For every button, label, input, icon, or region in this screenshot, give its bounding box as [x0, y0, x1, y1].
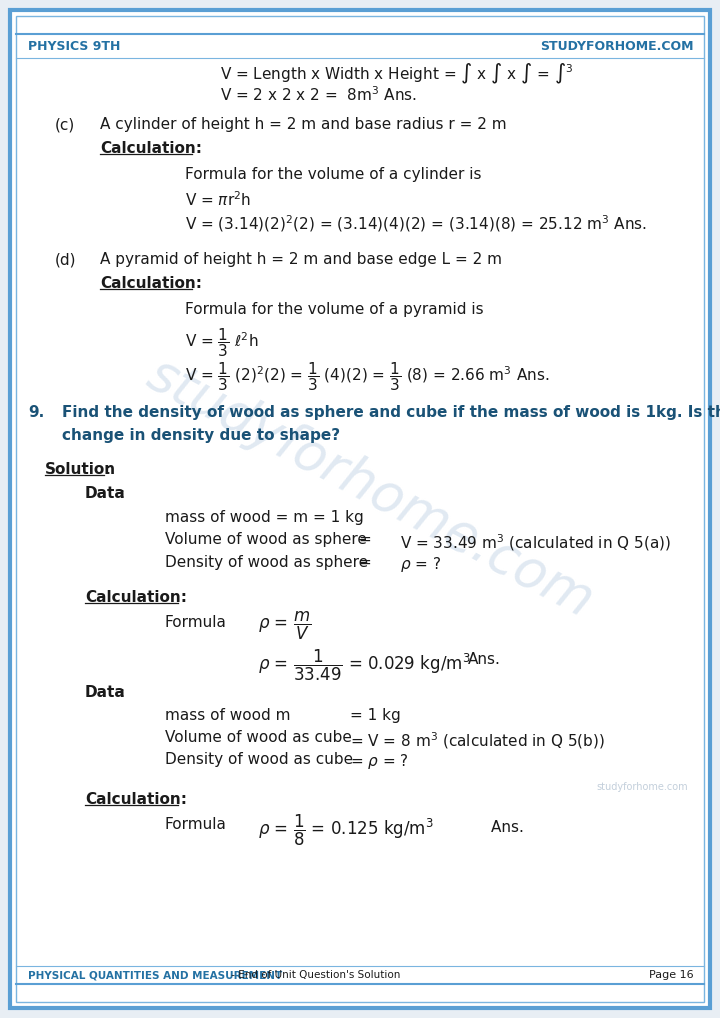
- FancyBboxPatch shape: [10, 10, 710, 1008]
- Text: V = $\pi$r$^2$h: V = $\pi$r$^2$h: [185, 190, 251, 209]
- Text: Ans.: Ans.: [452, 821, 524, 835]
- Text: Volume of wood as sphere: Volume of wood as sphere: [165, 532, 367, 547]
- Text: V = (3.14)(2)$^2$(2) = (3.14)(4)(2) = (3.14)(8) = 25.12 m$^3$ Ans.: V = (3.14)(2)$^2$(2) = (3.14)(4)(2) = (3…: [185, 213, 647, 234]
- Text: Formula for the volume of a pyramid is: Formula for the volume of a pyramid is: [185, 302, 484, 317]
- Text: Calculation:: Calculation:: [85, 792, 187, 807]
- Text: :: :: [105, 462, 110, 477]
- Text: = 1 kg: = 1 kg: [350, 708, 401, 723]
- Text: Calculation:: Calculation:: [100, 142, 202, 156]
- Text: Solution: Solution: [45, 462, 116, 477]
- Text: Data: Data: [85, 486, 126, 501]
- Text: change in density due to shape?: change in density due to shape?: [62, 428, 340, 443]
- Text: STUDYFORHOME.COM: STUDYFORHOME.COM: [541, 40, 694, 53]
- Text: Page 16: Page 16: [649, 970, 694, 980]
- Text: Calculation:: Calculation:: [100, 276, 202, 291]
- Text: V = Length x Width x Height = $\int$ x $\int$ x $\int$ = $\int$$^{3}$: V = Length x Width x Height = $\int$ x $…: [220, 62, 574, 87]
- Text: =: =: [358, 532, 371, 547]
- Text: :: :: [119, 685, 124, 700]
- Text: $\rho$ = $\dfrac{1}{33.49}$ = 0.029 kg/m$^3$: $\rho$ = $\dfrac{1}{33.49}$ = 0.029 kg/m…: [258, 648, 470, 683]
- Text: mass of wood = m = 1 kg: mass of wood = m = 1 kg: [165, 510, 364, 525]
- Text: V = $\dfrac{1}{3}$ $\ell$$^2$h: V = $\dfrac{1}{3}$ $\ell$$^2$h: [185, 326, 258, 358]
- Text: - End of Unit Question's Solution: - End of Unit Question's Solution: [228, 970, 400, 980]
- Text: V = 33.49 m$^3$ (calculated in Q 5(a)): V = 33.49 m$^3$ (calculated in Q 5(a)): [400, 532, 671, 553]
- Text: V = $\dfrac{1}{3}$ (2)$^2$(2) = $\dfrac{1}{3}$ (4)(2) = $\dfrac{1}{3}$ (8) = 2.6: V = $\dfrac{1}{3}$ (2)$^2$(2) = $\dfrac{…: [185, 360, 549, 393]
- Text: PHYSICAL QUANTITIES AND MEASUREMENT: PHYSICAL QUANTITIES AND MEASUREMENT: [28, 970, 282, 980]
- Text: Density of wood as sphere: Density of wood as sphere: [165, 555, 368, 570]
- Text: Ans.: Ans.: [468, 652, 501, 667]
- Text: studyforhome.com: studyforhome.com: [138, 348, 602, 628]
- Text: =: =: [358, 555, 371, 570]
- Text: = V = 8 m$^3$ (calculated in Q 5(b)): = V = 8 m$^3$ (calculated in Q 5(b)): [350, 730, 605, 750]
- Text: $\rho$ = ?: $\rho$ = ?: [400, 555, 441, 574]
- Text: Find the density of wood as sphere and cube if the mass of wood is 1kg. Is there: Find the density of wood as sphere and c…: [62, 405, 720, 420]
- Text: Calculation:: Calculation:: [85, 590, 187, 605]
- Text: V = 2 x 2 x 2 =  8m$^3$ Ans.: V = 2 x 2 x 2 = 8m$^3$ Ans.: [220, 84, 417, 104]
- Text: Density of wood as cube: Density of wood as cube: [165, 752, 353, 767]
- Text: A pyramid of height h = 2 m and base edge L = 2 m: A pyramid of height h = 2 m and base edg…: [100, 252, 502, 267]
- Text: A cylinder of height h = 2 m and base radius r = 2 m: A cylinder of height h = 2 m and base ra…: [100, 117, 507, 132]
- Text: (c): (c): [55, 117, 76, 132]
- Text: $\rho$ = $\dfrac{1}{8}$ = 0.125 kg/m$^3$: $\rho$ = $\dfrac{1}{8}$ = 0.125 kg/m$^3$: [258, 813, 433, 848]
- Text: 9.: 9.: [28, 405, 44, 420]
- Text: = $\rho$ = ?: = $\rho$ = ?: [350, 752, 409, 771]
- Text: (d): (d): [55, 252, 76, 267]
- Text: Data: Data: [85, 685, 126, 700]
- Text: Volume of wood as cube: Volume of wood as cube: [165, 730, 352, 745]
- Text: Formula: Formula: [165, 615, 227, 630]
- Text: Formula: Formula: [165, 817, 227, 832]
- Text: mass of wood m: mass of wood m: [165, 708, 290, 723]
- Text: Formula for the volume of a cylinder is: Formula for the volume of a cylinder is: [185, 167, 482, 182]
- Text: PHYSICS 9TH: PHYSICS 9TH: [28, 40, 120, 53]
- Text: $\rho$ = $\dfrac{m}{V}$: $\rho$ = $\dfrac{m}{V}$: [258, 610, 311, 642]
- Text: :: :: [119, 486, 124, 501]
- Text: studyforhome.com: studyforhome.com: [596, 782, 688, 792]
